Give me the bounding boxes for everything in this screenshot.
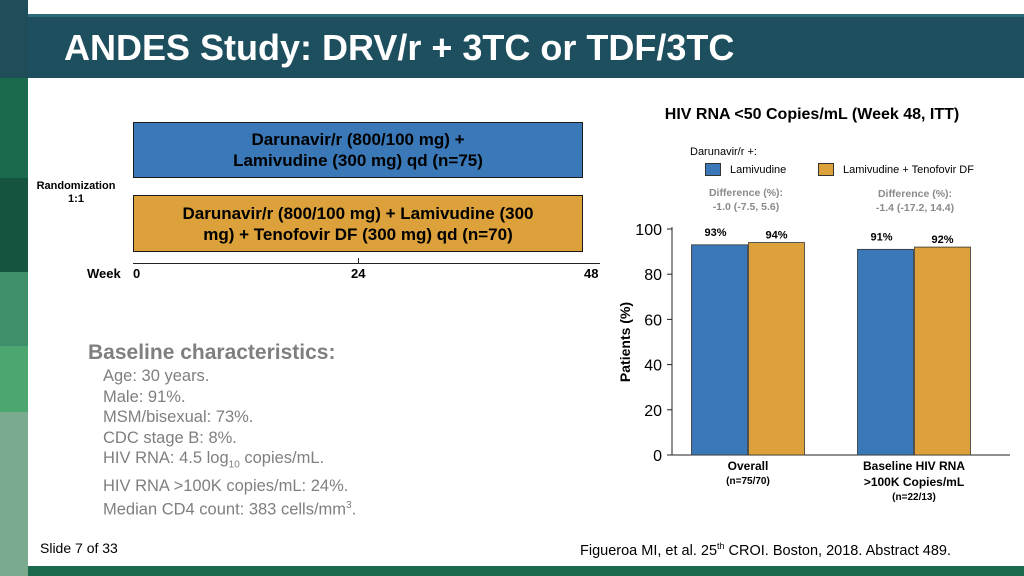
difference-value: -1.4 (-17.2, 14.4) xyxy=(875,202,955,214)
difference-value: -1.0 (-7.5, 5.6) xyxy=(712,201,780,213)
legend-label: Lamivudine xyxy=(730,163,787,176)
y-tick-label: 40 xyxy=(644,358,662,375)
baseline-title: Baseline characteristics: xyxy=(88,341,336,364)
accent-stripe xyxy=(0,346,28,412)
slide-title: ANDES Study: DRV/r + 3TC or TDF/3TC xyxy=(64,27,735,68)
chart-title: HIV RNA <50 Copies/mL (Week 48, ITT) xyxy=(664,106,960,123)
difference-label: Difference (%): xyxy=(877,188,953,200)
title-bar: ANDES Study: DRV/r + 3TC or TDF/3TC xyxy=(28,14,1024,78)
randomization-text: Randomization xyxy=(36,180,116,192)
week-tick-label: 24 xyxy=(351,266,366,281)
arm-label-line: Lamivudine (300 mg) qd (n=75) xyxy=(233,151,483,170)
bar xyxy=(748,242,805,456)
legend-label: Lamivudine + Tenofovir DF xyxy=(843,163,974,176)
bar-value-label: 92% xyxy=(931,234,953,246)
y-tick-label: 100 xyxy=(635,222,662,239)
slide-number: Slide 7 of 33 xyxy=(40,540,118,556)
week-axis-label: Week xyxy=(87,266,121,281)
legend-swatch xyxy=(818,163,834,176)
arm-label-line: mg) + Tenofovir DF (300 mg) qd (n=70) xyxy=(203,224,513,244)
citation: Figueroa MI, et al. 25th CROI. Boston, 2… xyxy=(580,541,952,559)
y-tick-label: 80 xyxy=(644,267,662,284)
difference-label: Difference (%): xyxy=(708,187,784,199)
bar xyxy=(691,244,748,456)
y-tick-label: 0 xyxy=(653,448,662,465)
bar-value-label: 93% xyxy=(704,227,726,239)
baseline-item: CDC stage B: 8%. xyxy=(103,428,237,447)
bottom-band xyxy=(28,566,1024,576)
arm-label-line: Darunavir/r (800/100 mg) + xyxy=(251,130,465,149)
randomization-ratio: 1:1 xyxy=(68,193,84,205)
randomization-label: Randomization 1:1 xyxy=(26,180,126,206)
title-bar-rule xyxy=(28,14,1024,17)
category-label: Baseline HIV RNA xyxy=(863,459,965,473)
week-tick xyxy=(358,258,359,264)
difference-annotation-overall: Difference (%): -1.0 (-7.5, 5.6) xyxy=(671,186,821,214)
bar xyxy=(914,246,971,456)
baseline-item: HIV RNA: 4.5 log10 copies/mL. xyxy=(103,449,325,471)
category-label: Overall xyxy=(728,459,769,473)
study-arm-lamivudine-tenofovir: Darunavir/r (800/100 mg) + Lamivudine (3… xyxy=(133,195,583,252)
study-arm-lamivudine: Darunavir/r (800/100 mg) + Lamivudine (3… xyxy=(133,122,583,178)
category-n-label: (n=75/70) xyxy=(726,476,770,487)
week-axis xyxy=(133,263,600,264)
baseline-item: MSM/bisexual: 73%. xyxy=(103,408,254,426)
bar-value-label: 94% xyxy=(765,230,787,242)
baseline-list: Age: 30 years. Male: 91%. MSM/bisexual: … xyxy=(103,366,356,520)
y-tick-label: 60 xyxy=(644,312,662,329)
legend-title: Darunavir/r +: xyxy=(690,146,757,158)
accent-stripe xyxy=(0,78,28,178)
bar xyxy=(857,248,914,456)
accent-stripe xyxy=(0,178,28,272)
week-tick-label: 48 xyxy=(584,266,599,281)
accent-stripe xyxy=(0,0,28,78)
y-tick-label: 20 xyxy=(644,403,662,420)
bar-chart: 0 20 40 60 80 100 Patients (%) 93% 94% Overall (n=… xyxy=(617,222,1010,503)
bar-value-label: 91% xyxy=(870,231,892,243)
arm-label-line: Darunavir/r (800/100 mg) + Lamivudine (3… xyxy=(182,203,534,223)
legend-swatch xyxy=(705,163,721,176)
accent-stripe xyxy=(0,412,28,576)
category-label: >100K Copies/mL xyxy=(864,475,964,489)
difference-annotation-high-vl: Difference (%): -1.4 (-17.2, 14.4) xyxy=(840,187,990,215)
y-axis-label: Patients (%) xyxy=(617,302,633,382)
baseline-item: Median CD4 count: 383 cells/mm3. xyxy=(103,500,357,519)
legend-item-lamivudine-tdf: Lamivudine + Tenofovir DF xyxy=(818,163,974,176)
category-n-label: (n=22/13) xyxy=(892,492,936,503)
week-tick-label: 0 xyxy=(133,266,141,281)
baseline-item: Age: 30 years. xyxy=(103,367,210,385)
legend-item-lamivudine: Lamivudine xyxy=(705,163,786,176)
baseline-item: HIV RNA >100K copies/mL: 24%. xyxy=(103,476,349,495)
baseline-item: Male: 91%. xyxy=(103,387,186,406)
accent-stripe xyxy=(0,272,28,346)
